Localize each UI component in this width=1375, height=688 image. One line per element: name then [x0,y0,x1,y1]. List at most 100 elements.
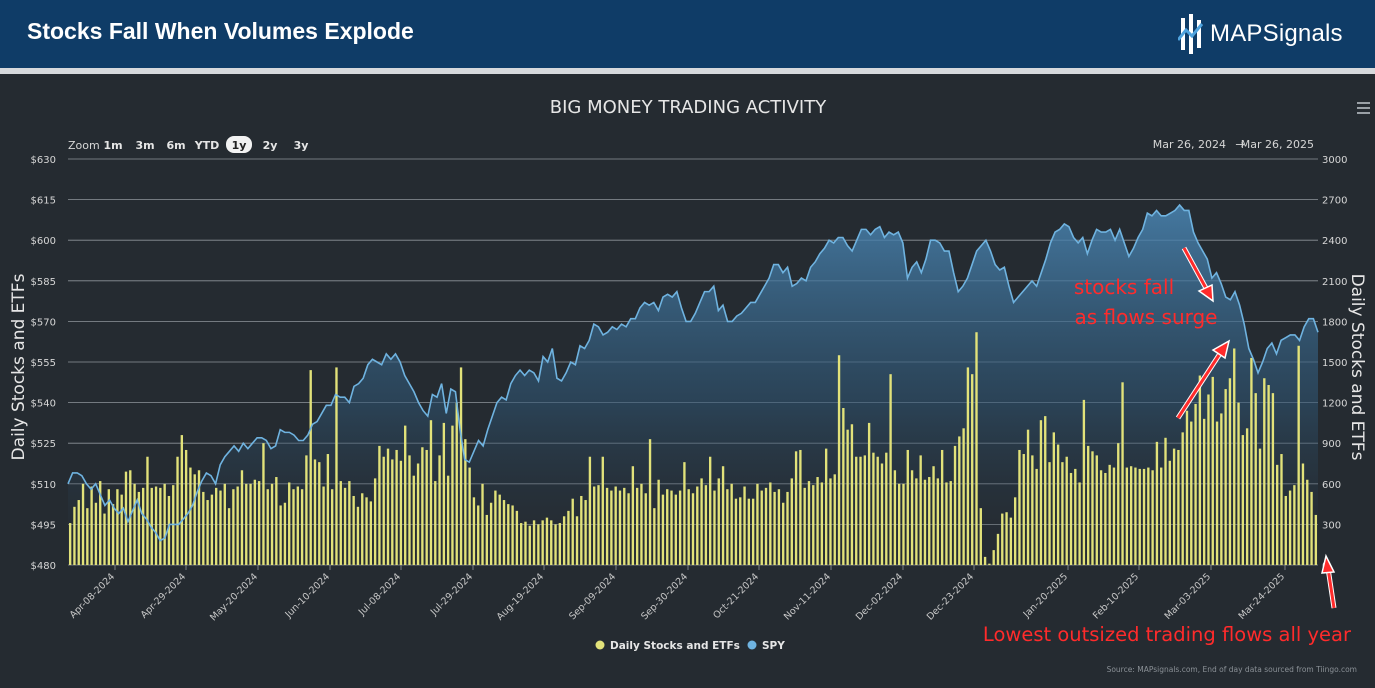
volume-bar [455,402,458,565]
volume-bar [489,502,493,565]
volume-bar [739,497,742,565]
volume-bar [240,470,244,565]
volume-bar [696,486,699,565]
volume-bar [1091,451,1094,565]
volume-bar [1069,472,1073,565]
volume-bar [962,428,965,565]
annotation-arrow-lowest [1321,553,1337,609]
volume-bar [567,510,570,565]
volume-bar [541,520,544,565]
volume-bar [446,475,450,565]
volume-bar [773,491,776,565]
zoom-button-3y[interactable]: 3y [294,139,309,152]
volume-bar [511,505,514,565]
volume-bar [339,481,342,565]
volume-bars [68,332,1318,565]
volume-bar [859,456,862,565]
zoom-button-selected-bg [226,136,252,153]
volume-bar [992,550,995,565]
volume-bar [618,490,622,565]
volume-bar [799,449,802,565]
volume-bar [1005,512,1008,565]
volume-bar [107,489,110,565]
x-tick-label: Sep-30-2024 [639,571,690,622]
volume-bar [721,466,725,565]
volume-bar [77,500,80,565]
zoom-button-label: 3y [294,139,309,152]
volume-bar [756,483,759,565]
volume-bar [537,524,540,565]
volume-bar [1190,421,1193,565]
volume-bar [945,482,948,565]
right-tick-label: 2400 [1322,236,1347,247]
volume-bar [507,504,510,565]
legend-item-daily[interactable]: Daily Stocks and ETFs [595,640,740,652]
volume-bar [404,425,407,565]
x-tick-label: May-20-2024 [208,571,260,623]
volume-bar [1172,448,1176,565]
volume-bar [442,422,446,565]
volume-bar [580,495,583,565]
range-from[interactable]: Mar 26, 2024 [1153,138,1226,151]
volume-bar [1099,470,1103,565]
annotation-lowest-flows: Lowest outsized trading flows all year [983,553,1352,646]
volume-bar [73,506,76,565]
volume-bar [1138,468,1141,565]
volume-bar [1013,497,1017,565]
legend-item-spy[interactable]: SPY [747,640,786,652]
zoom-button-3m[interactable]: 3m [135,139,154,152]
zoom-button-1m[interactable]: 1m [103,139,122,152]
volume-bar [1202,418,1206,565]
volume-bar [1297,345,1300,565]
volume-bar [571,498,574,565]
volume-bar [704,485,708,565]
x-tick-label: Jan-20-2025 [1021,571,1070,620]
volume-bar [99,481,102,565]
right-tick-label: 2700 [1322,196,1347,207]
volume-bar [167,495,171,565]
zoom-button-6m[interactable]: 6m [166,139,185,152]
x-tick-label: Nov-11-2024 [782,571,833,622]
left-tick-label: $585 [31,277,56,288]
volume-bar [159,487,162,565]
volume-bar [202,491,205,565]
range-to[interactable]: Mar 26, 2025 [1241,138,1314,151]
hamburger-menu-icon[interactable] [1357,102,1370,114]
volume-bar [1104,472,1107,565]
volume-bar [631,466,635,565]
left-tick-label: $615 [31,196,56,207]
volume-bar [150,487,153,565]
volume-bar [550,520,553,565]
volume-bar [919,455,922,565]
volume-bar [700,478,703,565]
volume-bar [472,497,476,565]
volume-bar [1112,467,1116,565]
zoom-button-label: 1m [103,139,122,152]
volume-bar [1151,470,1154,565]
volume-bar [515,510,519,565]
volume-bar [386,448,390,565]
volume-bar [137,491,141,565]
right-tick-label: 3000 [1322,155,1347,166]
volume-bar [1087,445,1090,565]
zoom-buttons: 1m 3m 6m YTD 1y 2y 3y [103,136,308,153]
volume-bar [1288,490,1292,565]
volume-bar [395,449,398,565]
left-tick-label: $480 [31,561,56,572]
volume-bar [855,456,858,565]
volume-bar [812,485,815,565]
x-tick-label: Jul-29-2024 [428,571,475,618]
x-tick-label: Feb-10-2025 [1091,571,1141,621]
volume-bar [1241,435,1245,565]
zoom-button-2y[interactable]: 2y [263,139,278,152]
zoom-button-1y[interactable]: 1y [226,136,252,153]
volume-bar [717,478,720,565]
volume-bar [588,456,592,565]
logo-text: MAPSignals [1210,20,1343,48]
volume-bar [661,494,665,565]
volume-bar [842,408,845,565]
volume-bar [86,508,89,565]
zoom-button-ytd[interactable]: YTD [194,139,220,152]
volume-bar [1022,454,1025,565]
right-tick-label: 600 [1322,480,1341,491]
